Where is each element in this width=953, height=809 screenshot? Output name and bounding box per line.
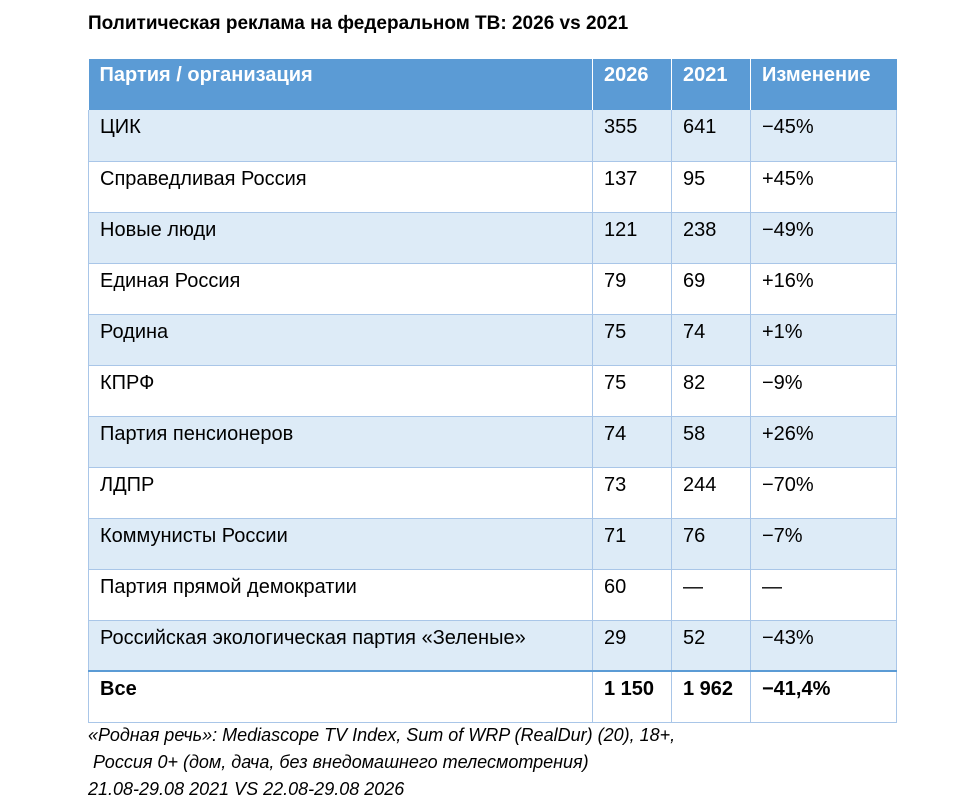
party-cell: Новые люди xyxy=(88,212,593,264)
total-change-cell: −41,4% xyxy=(750,670,897,723)
change-cell: — xyxy=(750,569,897,621)
value-2021-cell: 76 xyxy=(671,518,751,570)
party-cell: ЦИК xyxy=(88,110,593,162)
total-2021-cell: 1 962 xyxy=(671,670,751,723)
source-note: «Родная речь»: Mediascope TV Index, Sum … xyxy=(88,722,675,803)
table-row: ЛДПР 73 244 −70% xyxy=(88,467,897,519)
change-cell: +26% xyxy=(750,416,897,468)
total-row: Все 1 150 1 962 −41,4% xyxy=(88,670,897,723)
table-row: Российская экологическая партия «Зеленые… xyxy=(88,620,897,672)
value-2026-cell: 75 xyxy=(592,365,672,417)
table-row: Коммунисты России 71 76 −7% xyxy=(88,518,897,570)
change-cell: +16% xyxy=(750,263,897,315)
table-row: Партия прямой демократии 60 — — xyxy=(88,569,897,621)
value-2026-cell: 74 xyxy=(592,416,672,468)
change-cell: −43% xyxy=(750,620,897,672)
table-header-row: Партия / организация 2026 2021 Изменение xyxy=(88,59,897,110)
value-2026-cell: 71 xyxy=(592,518,672,570)
source-line: «Родная речь»: Mediascope TV Index, Sum … xyxy=(88,725,676,745)
change-cell: +45% xyxy=(750,161,897,213)
source-line: 21.08-29.08 2021 VS 22.08-29.08 2026 xyxy=(88,779,405,799)
party-cell: Единая Россия xyxy=(88,263,593,315)
party-cell: Справедливая Россия xyxy=(88,161,593,213)
table-row: ЦИК 355 641 −45% xyxy=(88,110,897,162)
table-row: Родина 75 74 +1% xyxy=(88,314,897,366)
value-2026-cell: 73 xyxy=(592,467,672,519)
value-2026-cell: 137 xyxy=(592,161,672,213)
value-2026-cell: 29 xyxy=(592,620,672,672)
column-header-party: Партия / организация xyxy=(99,64,313,86)
value-2026-cell: 75 xyxy=(592,314,672,366)
change-cell: +1% xyxy=(750,314,897,366)
party-cell: Коммунисты России xyxy=(88,518,593,570)
value-2021-cell: 52 xyxy=(671,620,751,672)
party-cell: Российская экологическая партия «Зеленые… xyxy=(88,620,593,672)
value-2021-cell: 95 xyxy=(671,161,751,213)
total-2026-cell: 1 150 xyxy=(592,670,672,723)
table-row: Справедливая Россия 137 95 +45% xyxy=(88,161,897,213)
value-2021-cell: 238 xyxy=(671,212,751,264)
table-row: Партия пенсионеров 74 58 +26% xyxy=(88,416,897,468)
party-cell: ЛДПР xyxy=(88,467,593,519)
party-cell: Партия пенсионеров xyxy=(88,416,593,468)
change-cell: −7% xyxy=(750,518,897,570)
column-header-2026: 2026 xyxy=(592,59,672,110)
change-cell: −9% xyxy=(750,365,897,417)
value-2026-cell: 121 xyxy=(592,212,672,264)
source-line: Россия 0+ (дом, дача, без внедомашнего т… xyxy=(88,752,589,772)
table-row: Новые люди 121 238 −49% xyxy=(88,212,897,264)
change-cell: −70% xyxy=(750,467,897,519)
table-row: Единая Россия 79 69 +16% xyxy=(88,263,897,315)
value-2021-cell: 641 xyxy=(671,110,751,162)
value-2026-cell: 79 xyxy=(592,263,672,315)
total-label-cell: Все xyxy=(88,670,593,723)
value-2026-cell: 60 xyxy=(592,569,672,621)
change-cell: −49% xyxy=(750,212,897,264)
value-2021-cell: 82 xyxy=(671,365,751,417)
value-2021-cell: 244 xyxy=(671,467,751,519)
party-cell: КПРФ xyxy=(88,365,593,417)
value-2026-cell: 355 xyxy=(592,110,672,162)
column-header-change: Изменение xyxy=(750,59,897,110)
page-title: Политическая реклама на федеральном ТВ: … xyxy=(88,13,629,34)
column-header-2021: 2021 xyxy=(671,59,751,110)
party-cell: Партия прямой демократии xyxy=(88,569,593,621)
table-row: КПРФ 75 82 −9% xyxy=(88,365,897,417)
value-2021-cell: 69 xyxy=(671,263,751,315)
party-cell: Родина xyxy=(88,314,593,366)
value-2021-cell: 58 xyxy=(671,416,751,468)
value-2021-cell: — xyxy=(671,569,751,621)
data-table: Партия / организация 2026 2021 Изменение… xyxy=(88,59,897,723)
value-2021-cell: 74 xyxy=(671,314,751,366)
change-cell: −45% xyxy=(750,110,897,162)
